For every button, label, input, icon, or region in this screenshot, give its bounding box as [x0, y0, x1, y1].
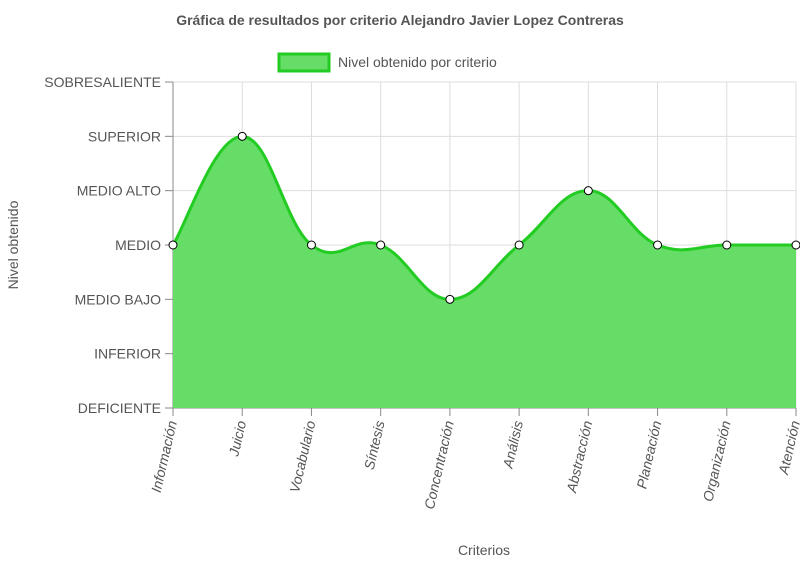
- y-tick-label: INFERIOR: [94, 346, 161, 362]
- x-tick-label: Abstracción: [563, 419, 595, 495]
- x-tick-label: Información: [148, 419, 180, 494]
- y-axis-title: Nivel obtenido: [5, 200, 21, 289]
- data-point[interactable]: [791, 240, 800, 250]
- y-tick-label: SUPERIOR: [88, 128, 161, 144]
- legend[interactable]: Nivel obtenido por criterio: [277, 52, 497, 73]
- x-tick-label: Juicio: [225, 419, 249, 459]
- data-point[interactable]: [376, 240, 386, 250]
- y-tick-label: MEDIO ALTO: [77, 183, 161, 199]
- chart-title: Gráfica de resultados por criterio Aleja…: [176, 12, 624, 28]
- data-point[interactable]: [583, 186, 593, 196]
- y-tick-label: MEDIO: [115, 237, 161, 253]
- legend-label: Nivel obtenido por criterio: [338, 54, 497, 70]
- x-axis-title: Criterios: [458, 542, 510, 558]
- legend-swatch: [277, 52, 331, 73]
- x-axis-ticks: Información Juicio Vocabulario Síntesis Conc…: [148, 419, 800, 511]
- data-point[interactable]: [722, 240, 732, 250]
- x-tick-label: Análisis: [499, 419, 526, 471]
- data-point[interactable]: [237, 131, 247, 141]
- y-tick-label: SOBRESALIENTE: [44, 74, 161, 90]
- data-point[interactable]: [514, 240, 524, 250]
- y-tick-label: MEDIO BAJO: [75, 291, 161, 307]
- x-tick-label: Planeación: [633, 419, 664, 490]
- data-point[interactable]: [306, 240, 316, 250]
- x-tick-label: Organización: [700, 419, 734, 503]
- data-points: [168, 131, 800, 304]
- data-point[interactable]: [445, 294, 455, 304]
- plot-area: [171, 134, 796, 409]
- series-area: [173, 136, 796, 409]
- data-point[interactable]: [653, 240, 663, 250]
- x-tick-label: Concentración: [421, 419, 457, 511]
- y-axis-ticks: DEFICIENTE INFERIOR MEDIO BAJO MEDIO MEDIO A…: [44, 74, 161, 416]
- data-point[interactable]: [168, 240, 178, 250]
- x-tick-label: Atención: [775, 419, 800, 477]
- x-tick-label: Vocabulario: [286, 419, 318, 494]
- x-tick-label: Síntesis: [361, 419, 388, 471]
- y-tick-label: DEFICIENTE: [78, 400, 161, 416]
